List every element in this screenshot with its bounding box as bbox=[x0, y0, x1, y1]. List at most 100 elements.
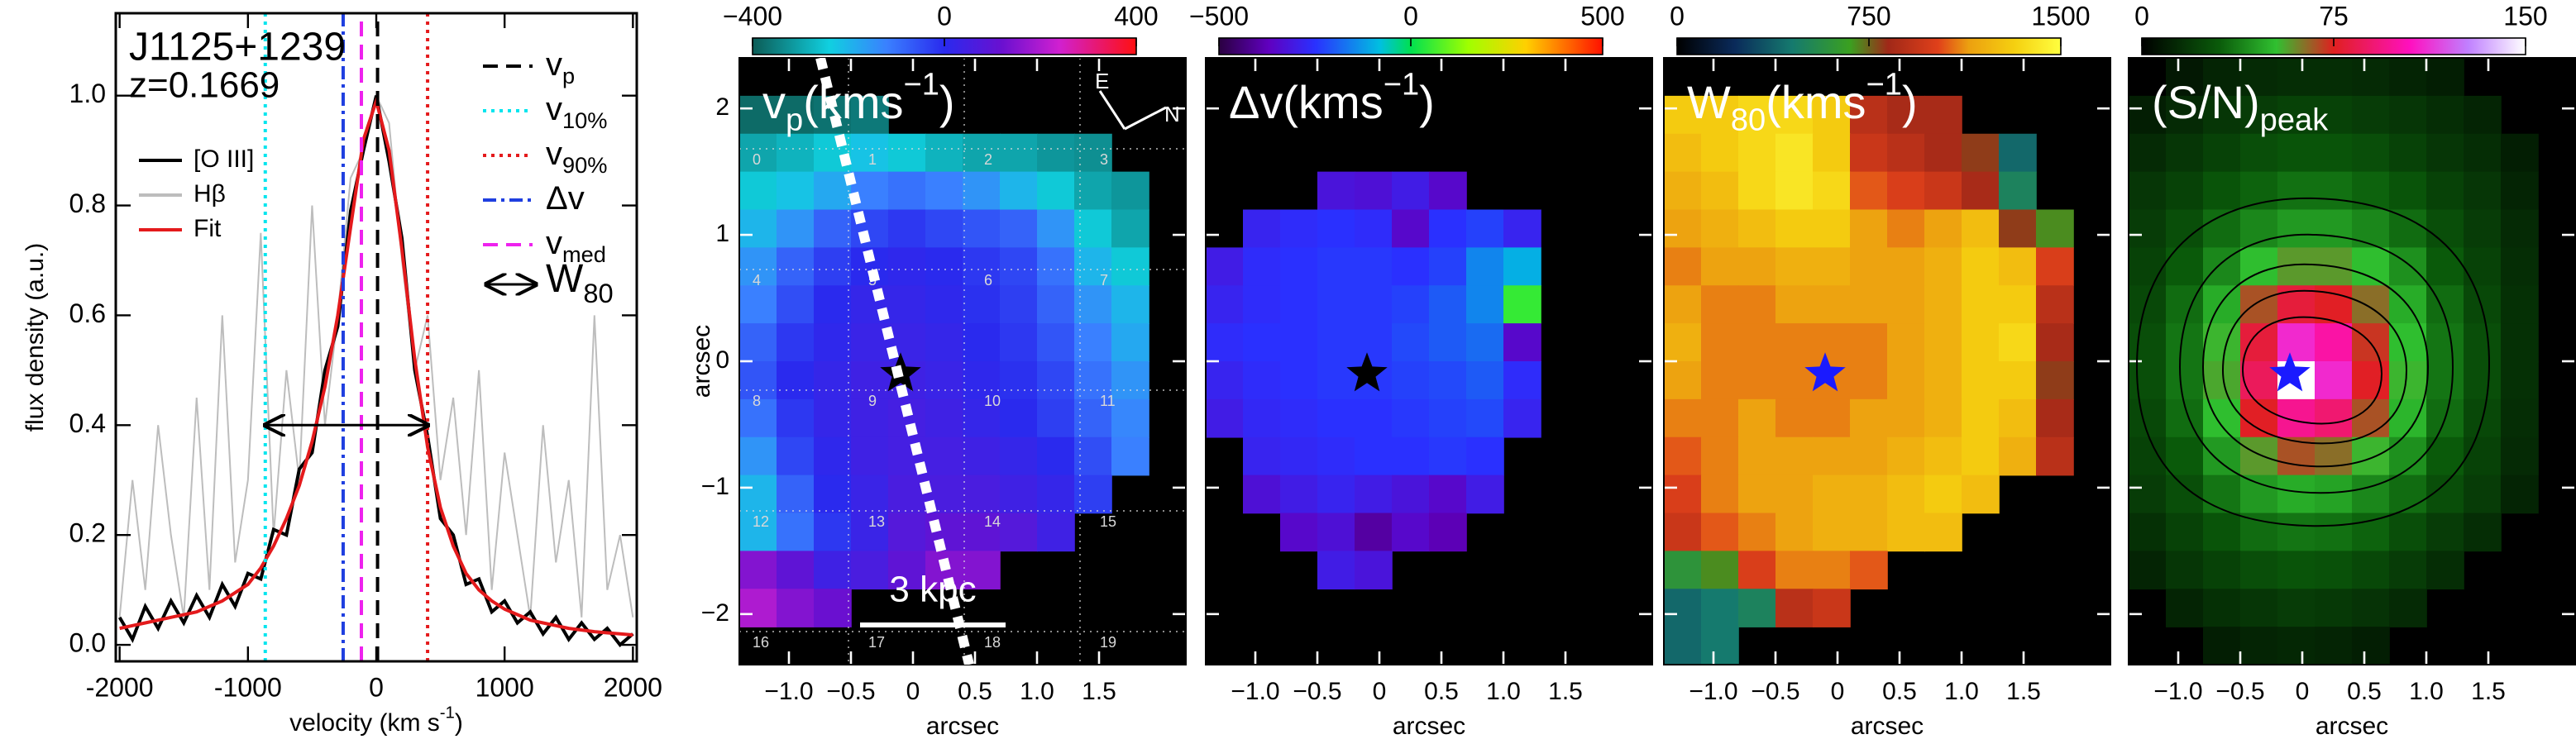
map-cell bbox=[1775, 475, 1814, 514]
map-cell bbox=[963, 247, 1001, 287]
map-cell bbox=[2352, 589, 2390, 627]
map-cell bbox=[2426, 247, 2464, 287]
map-cell bbox=[1701, 247, 1739, 287]
colorbar-tick-label: 750 bbox=[1847, 1, 1890, 31]
colorbar-tick-label: 0 bbox=[937, 1, 952, 31]
map-cell bbox=[2129, 323, 2167, 362]
map-cell bbox=[1962, 247, 2000, 287]
contour bbox=[2221, 289, 2408, 445]
map-cell bbox=[2352, 171, 2390, 211]
map-cell bbox=[1074, 475, 1112, 514]
map-cell bbox=[739, 209, 777, 249]
map-cell bbox=[1280, 513, 1318, 552]
map-cell bbox=[1503, 285, 1541, 324]
map-cell bbox=[814, 209, 852, 249]
map-cell bbox=[963, 436, 1001, 476]
y-tick-label: 0.4 bbox=[69, 408, 106, 438]
map-cell bbox=[2501, 209, 2539, 249]
map-cell bbox=[925, 171, 963, 211]
map-cell bbox=[1037, 323, 1075, 362]
map-cell bbox=[1701, 551, 1739, 590]
map-cell bbox=[2166, 247, 2204, 287]
map-cell bbox=[2352, 133, 2390, 173]
compass-label: N bbox=[1164, 102, 1180, 126]
map-cell bbox=[1999, 209, 2037, 249]
map-cell bbox=[1738, 209, 1776, 249]
map-cell bbox=[1664, 133, 1702, 173]
map-cell bbox=[1701, 323, 1739, 362]
map-cell bbox=[2166, 171, 2204, 211]
map-cell bbox=[2129, 551, 2167, 590]
map-cell bbox=[739, 95, 777, 135]
x-axis-label: arcsec bbox=[1851, 713, 1924, 740]
map-cell bbox=[1887, 513, 1925, 552]
map-cell bbox=[2203, 171, 2241, 211]
map-cell bbox=[1429, 247, 1467, 287]
map-cell bbox=[2203, 551, 2241, 590]
map-cell bbox=[814, 398, 852, 438]
map-cell bbox=[1111, 436, 1149, 476]
map-cell bbox=[1924, 209, 1962, 249]
map-cell bbox=[739, 285, 777, 324]
y-tick-label: 2 bbox=[715, 93, 729, 121]
map-cell bbox=[1503, 323, 1541, 362]
map-cell bbox=[1738, 589, 1776, 627]
map-cell bbox=[777, 513, 815, 552]
map-cell bbox=[925, 361, 963, 400]
map-cell bbox=[814, 513, 852, 552]
map-cell bbox=[1999, 171, 2037, 211]
map-cell bbox=[1466, 247, 1504, 287]
map-cell bbox=[1813, 551, 1851, 590]
map-cell bbox=[2277, 398, 2316, 438]
map-cell bbox=[2426, 133, 2464, 173]
slit bbox=[815, 58, 974, 665]
map-cell bbox=[1738, 551, 1776, 590]
map-cell bbox=[963, 398, 1001, 438]
map-cell bbox=[963, 361, 1001, 400]
x-tick-label: −1.0 bbox=[1689, 678, 1737, 705]
center-star bbox=[1346, 352, 1388, 392]
map-cell bbox=[851, 171, 889, 211]
map-cell bbox=[1317, 247, 1355, 287]
legend-label: vp bbox=[546, 46, 575, 89]
map-cell bbox=[2464, 95, 2502, 135]
map-cell bbox=[1813, 589, 1851, 627]
map-cell bbox=[1813, 133, 1851, 173]
map-cell bbox=[1429, 436, 1467, 476]
map-cell bbox=[1243, 398, 1281, 438]
map-cell bbox=[814, 323, 852, 362]
x-axis-label-part: ) bbox=[455, 709, 463, 737]
panel-title-part: ) bbox=[1902, 76, 1918, 128]
map-cell bbox=[1392, 209, 1430, 249]
map-cell bbox=[2277, 589, 2316, 627]
x-tick-label: −0.5 bbox=[826, 678, 875, 705]
map-cell bbox=[888, 475, 926, 514]
map-cell bbox=[814, 551, 852, 590]
panel-title-part: p bbox=[786, 103, 803, 138]
map-cells bbox=[739, 95, 1149, 627]
map-cell bbox=[2277, 475, 2316, 514]
map-cell bbox=[1280, 436, 1318, 476]
map-cell bbox=[1664, 436, 1702, 476]
map-cell bbox=[1701, 627, 1739, 665]
region-label: 15 bbox=[1100, 513, 1116, 530]
region-label: 4 bbox=[753, 272, 761, 289]
x-axis-label: velocity (km s-1) bbox=[289, 704, 463, 737]
legend-label-part: W bbox=[546, 257, 584, 301]
map-cell bbox=[1429, 171, 1467, 211]
map-cell bbox=[1850, 436, 1888, 476]
map-cell bbox=[1924, 133, 1962, 173]
map-cell bbox=[2315, 513, 2353, 552]
map-cell bbox=[2426, 209, 2464, 249]
map-cell bbox=[2315, 589, 2353, 627]
y-tick-label: 0.6 bbox=[69, 298, 106, 328]
contour bbox=[2178, 233, 2454, 494]
map-cell bbox=[1243, 209, 1281, 249]
map-cell bbox=[2389, 95, 2427, 135]
map-cell bbox=[1701, 171, 1739, 211]
map-cell bbox=[2203, 58, 2241, 97]
map-cell bbox=[1962, 323, 2000, 362]
map-cell bbox=[2315, 95, 2353, 135]
map-cell bbox=[2277, 551, 2316, 590]
